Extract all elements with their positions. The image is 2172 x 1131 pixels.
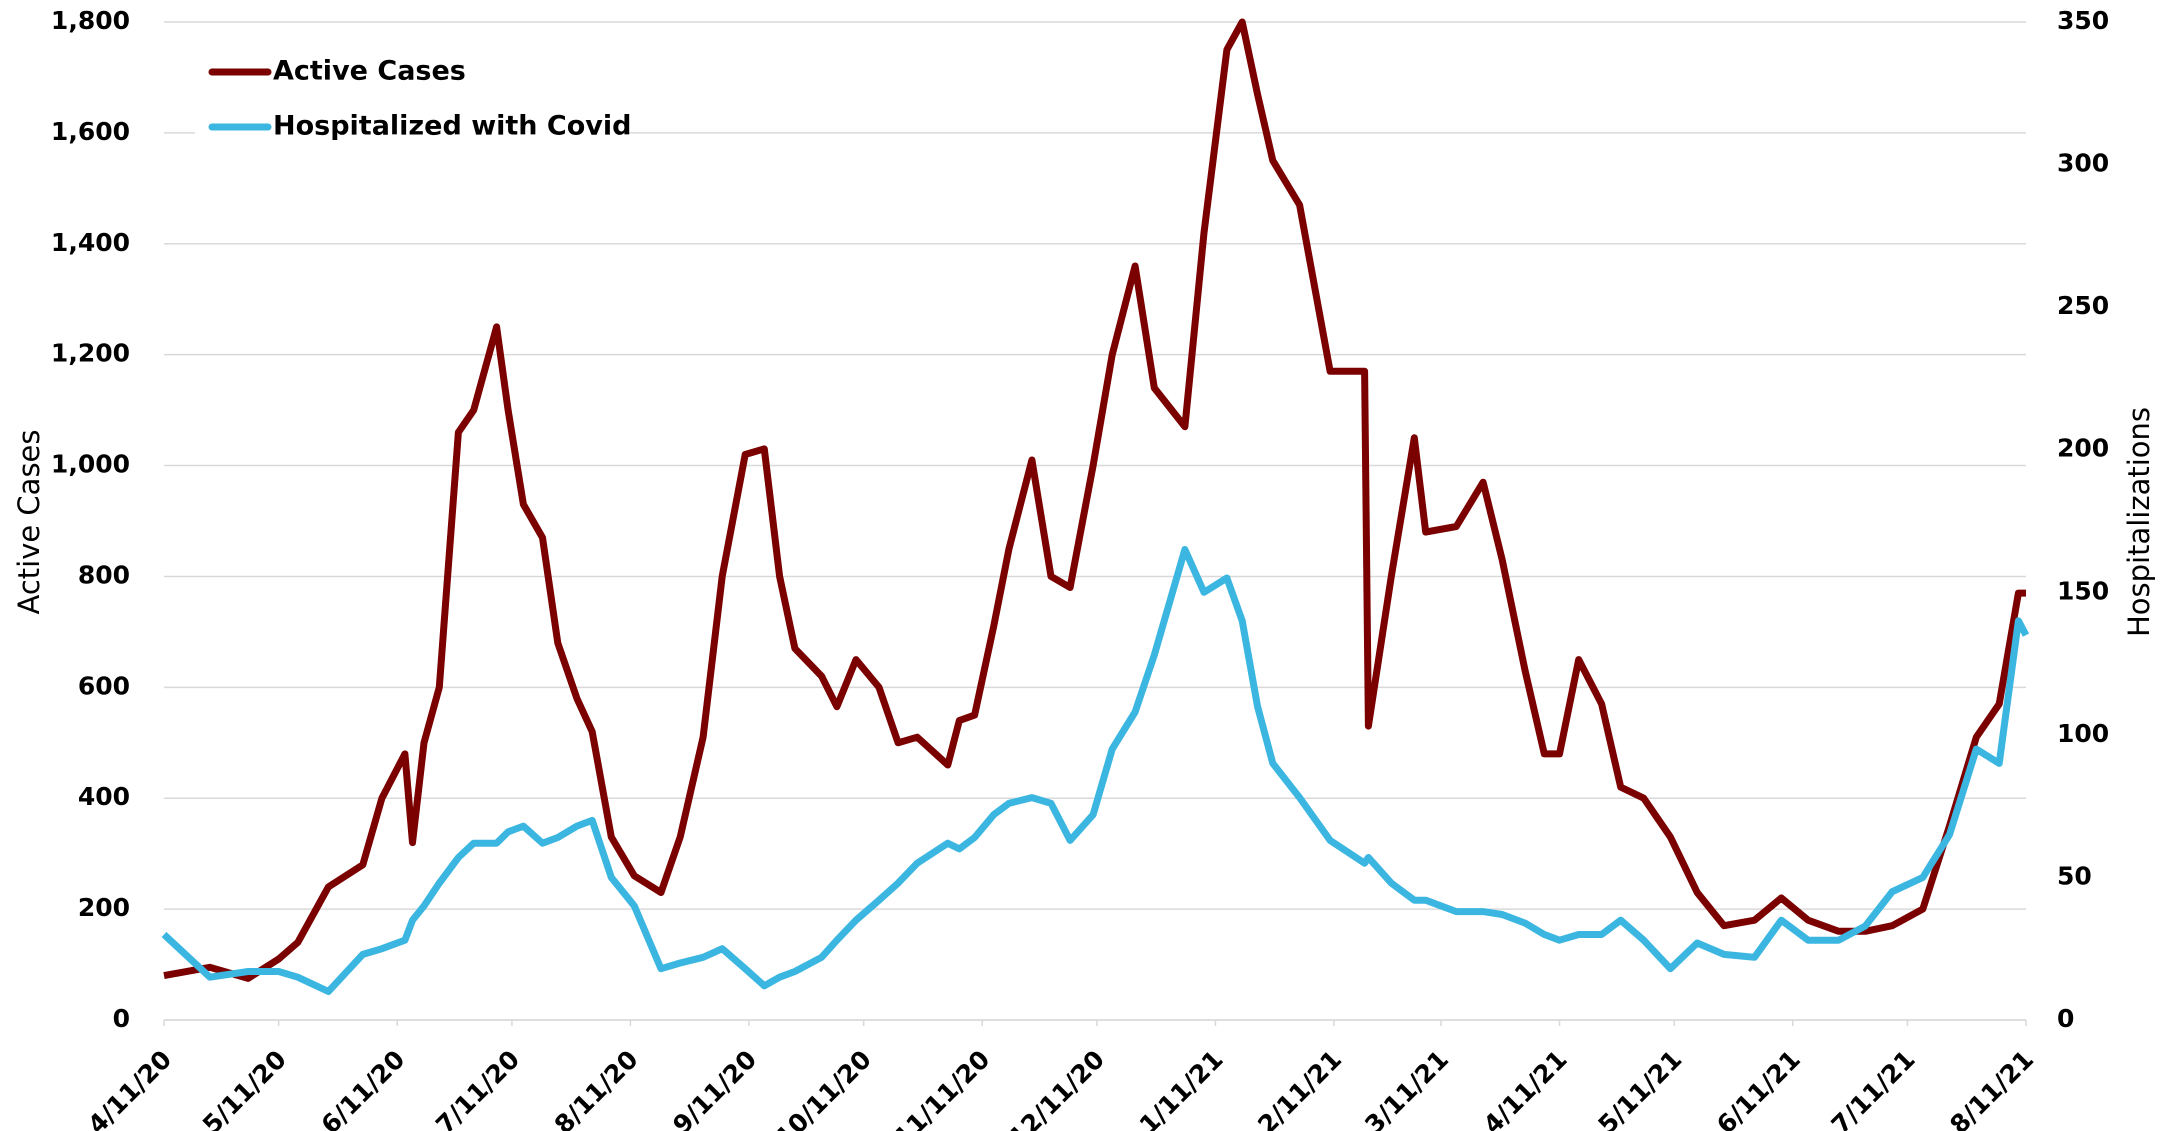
y-tick-label: 200 [78,893,130,922]
x-tick-label: 6/11/20 [315,1045,410,1131]
y2-tick-label: 50 [2057,861,2092,890]
x-tick-label: 11/11/20 [888,1045,995,1131]
series-line [163,18,2026,982]
x-tick-label: 1/11/21 [1134,1045,1229,1131]
y2-tick-label: 350 [2057,6,2109,35]
x-tick-label: 4/11/20 [82,1045,177,1131]
y-tick-label: 400 [78,782,130,811]
x-tick-label: 7/11/21 [1826,1045,1921,1131]
legend-label: Active Cases [273,56,466,87]
x-tick-label: 8/11/20 [549,1045,644,1131]
y2-tick-label: 250 [2057,291,2109,320]
y-tick-label: 1,400 [51,228,130,257]
x-tick-label: 10/11/20 [770,1045,877,1131]
y-tick-label: 1,000 [51,450,130,479]
x-tick-label: 3/11/21 [1359,1045,1454,1131]
y-tick-label: 1,800 [51,6,130,35]
y-tick-label: 0 [113,1004,130,1033]
x-tick-label: 8/11/21 [1944,1045,2039,1131]
x-tick-label: 12/11/20 [1003,1045,1110,1131]
y2-tick-label: 200 [2057,434,2109,463]
y2-tick-label: 0 [2057,1004,2074,1033]
legend-background [195,48,615,154]
legend-label: Hospitalized with Covid [273,111,631,142]
y-axis-title: Active Cases [12,429,46,614]
x-tick-label: 9/11/20 [667,1045,762,1131]
x-tick-label: 5/11/21 [1593,1045,1688,1131]
x-tick-label: 2/11/21 [1252,1045,1347,1131]
x-tick-label: 7/11/20 [430,1045,525,1131]
series-line [161,546,2030,995]
x-tick-label: 6/11/21 [1711,1045,1806,1131]
x-tick-label: 4/11/21 [1478,1045,1573,1131]
y2-tick-label: 150 [2057,576,2109,605]
legend: Active Cases Hospitalized with Covid [195,48,631,154]
y2-tick-label: 300 [2057,149,2109,178]
x-tick-label: 5/11/20 [197,1045,292,1131]
y-tick-label: 600 [78,671,130,700]
y-tick-label: 800 [78,560,130,589]
y-tick-label: 1,600 [51,117,130,146]
y2-tick-label: 100 [2057,719,2109,748]
y-tick-label: 1,200 [51,339,130,368]
y2-axis-title: Hospitalizations [2122,407,2156,637]
